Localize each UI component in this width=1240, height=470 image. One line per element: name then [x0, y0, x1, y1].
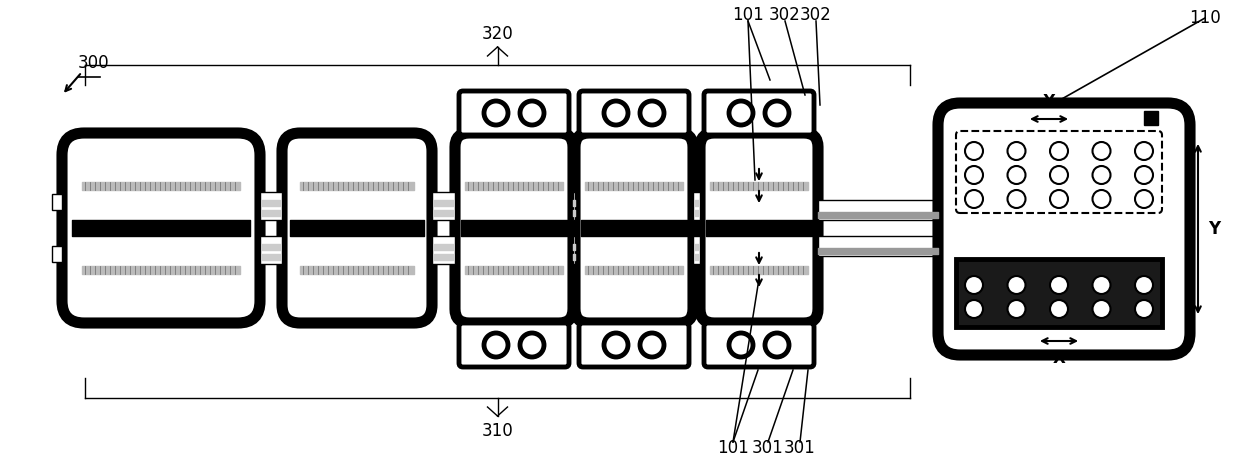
- Circle shape: [1008, 300, 1025, 318]
- Circle shape: [1092, 166, 1111, 184]
- Bar: [432, 236, 455, 264]
- Text: 320: 320: [481, 25, 513, 43]
- Circle shape: [1092, 276, 1111, 294]
- Text: 302: 302: [800, 6, 832, 24]
- Circle shape: [1135, 166, 1153, 184]
- FancyBboxPatch shape: [281, 133, 432, 323]
- Circle shape: [1135, 142, 1153, 160]
- Bar: [573, 236, 575, 264]
- FancyBboxPatch shape: [455, 133, 573, 323]
- FancyBboxPatch shape: [575, 133, 693, 323]
- Circle shape: [640, 333, 663, 357]
- FancyBboxPatch shape: [459, 91, 569, 135]
- Circle shape: [1050, 166, 1068, 184]
- Text: X: X: [1043, 93, 1055, 111]
- Circle shape: [965, 190, 983, 208]
- Circle shape: [1050, 300, 1068, 318]
- Bar: [432, 192, 455, 220]
- FancyBboxPatch shape: [704, 91, 813, 135]
- Circle shape: [484, 333, 508, 357]
- FancyBboxPatch shape: [579, 91, 689, 135]
- Circle shape: [1050, 190, 1068, 208]
- Circle shape: [1008, 166, 1025, 184]
- FancyBboxPatch shape: [956, 131, 1162, 213]
- Bar: [573, 192, 575, 220]
- Bar: [693, 236, 701, 264]
- Circle shape: [1008, 276, 1025, 294]
- Circle shape: [1135, 190, 1153, 208]
- Bar: [818, 200, 937, 220]
- Bar: [818, 236, 937, 256]
- Circle shape: [1008, 142, 1025, 160]
- Bar: [52, 194, 62, 210]
- Text: X: X: [1053, 349, 1065, 367]
- Circle shape: [604, 101, 627, 125]
- Circle shape: [1135, 276, 1153, 294]
- Circle shape: [1135, 300, 1153, 318]
- Circle shape: [484, 101, 508, 125]
- Circle shape: [520, 101, 544, 125]
- Text: 301: 301: [753, 439, 784, 457]
- Circle shape: [1008, 190, 1025, 208]
- Bar: [693, 192, 701, 220]
- Text: 101: 101: [732, 6, 764, 24]
- Circle shape: [640, 101, 663, 125]
- Circle shape: [965, 300, 983, 318]
- Text: 300: 300: [78, 54, 109, 72]
- Text: 101: 101: [717, 439, 749, 457]
- Circle shape: [729, 333, 753, 357]
- Circle shape: [1092, 190, 1111, 208]
- Circle shape: [965, 166, 983, 184]
- Bar: [956, 259, 1162, 327]
- Text: 302: 302: [769, 6, 801, 24]
- Circle shape: [1092, 300, 1111, 318]
- Circle shape: [1050, 276, 1068, 294]
- Text: 301: 301: [784, 439, 816, 457]
- Bar: [260, 236, 281, 264]
- Circle shape: [1050, 142, 1068, 160]
- Circle shape: [1092, 142, 1111, 160]
- Circle shape: [765, 333, 789, 357]
- FancyBboxPatch shape: [62, 133, 260, 323]
- Circle shape: [729, 101, 753, 125]
- Circle shape: [604, 333, 627, 357]
- Text: 110: 110: [1189, 9, 1221, 27]
- FancyBboxPatch shape: [701, 133, 818, 323]
- FancyBboxPatch shape: [579, 323, 689, 367]
- Bar: [52, 246, 62, 262]
- Circle shape: [765, 101, 789, 125]
- FancyBboxPatch shape: [704, 323, 813, 367]
- Text: Y: Y: [1208, 220, 1220, 238]
- Bar: [260, 192, 281, 220]
- FancyBboxPatch shape: [459, 323, 569, 367]
- Circle shape: [965, 276, 983, 294]
- FancyBboxPatch shape: [937, 103, 1190, 355]
- Circle shape: [520, 333, 544, 357]
- Bar: [1145, 111, 1158, 125]
- Circle shape: [965, 142, 983, 160]
- Text: 310: 310: [481, 422, 513, 440]
